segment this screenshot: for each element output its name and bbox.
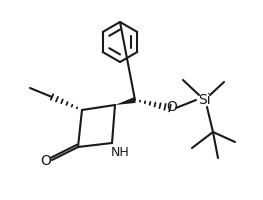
Text: Si: Si xyxy=(198,93,210,107)
Text: NH: NH xyxy=(111,146,129,158)
Text: O: O xyxy=(41,154,52,168)
Text: O: O xyxy=(166,100,178,114)
Polygon shape xyxy=(115,97,136,105)
